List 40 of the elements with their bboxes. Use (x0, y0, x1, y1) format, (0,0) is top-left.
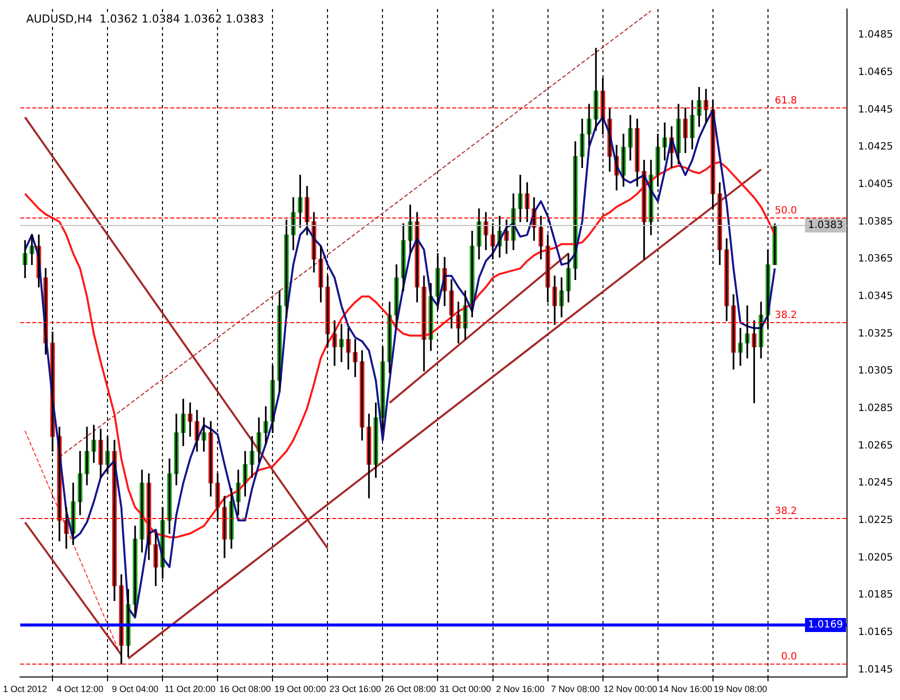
x-tick-label: 16 Oct 08:00 (219, 684, 271, 694)
x-tick-label: 12 Nov 00:00 (604, 684, 658, 694)
y-tick-label: 1.0205 (858, 552, 894, 564)
y-tick-label: 1.0265 (858, 440, 894, 452)
x-tick-label: 23 Oct 16:00 (329, 684, 381, 694)
y-tick-label: 1.0165 (858, 627, 894, 638)
y-tick-label: 1.0285 (858, 403, 894, 414)
x-tick-label: 19 Oct 00:00 (274, 684, 326, 694)
y-tick-label: 1.0305 (858, 366, 894, 377)
y-tick-label: 1.0485 (858, 30, 894, 41)
y-tick-label: 1.0365 (858, 254, 894, 265)
x-tick-label: 31 Oct 00:00 (439, 684, 492, 694)
y-tick-label: 1.0145 (858, 664, 894, 676)
y-tick-label: 1.0345 (858, 291, 894, 302)
x-tick-label: 9 Oct 04:00 (112, 684, 158, 694)
chart-title: AUDUSD,H4 1.0362 1.0384 1.0362 1.0383 (26, 12, 264, 26)
ref-line-label: 1.0169 (808, 620, 844, 631)
y-tick-label: 1.0185 (858, 590, 894, 601)
x-tick-label: 26 Oct 08:00 (384, 684, 436, 694)
y-tick-label: 1.0385 (858, 216, 894, 228)
y-tick-label: 1.0465 (858, 67, 894, 78)
y-tick-label: 1.0325 (858, 328, 894, 340)
x-tick-label: 7 Nov 08:00 (551, 684, 600, 694)
y-tick-label: 1.0445 (858, 104, 894, 116)
x-tick-label: 2 Nov 16:00 (496, 684, 545, 694)
y-tick-label: 1.0225 (858, 515, 894, 526)
x-tick-label: 19 Nov 08:00 (714, 684, 768, 694)
annotation: 61.8 (774, 96, 798, 107)
annotation: 38.2 (774, 310, 798, 322)
ref-line-label: 1.0383 (808, 220, 844, 232)
y-tick-label: 1.0405 (858, 179, 894, 190)
x-tick-label: 4 Oct 12:00 (56, 684, 104, 694)
annotation: 50.0 (774, 206, 798, 217)
annotation: 0.0 (781, 652, 798, 663)
y-tick-label: 1.0425 (858, 142, 894, 153)
x-tick-label: 14 Nov 16:00 (658, 684, 712, 694)
annotation: 38.2 (774, 506, 798, 518)
x-tick-label: 1 Oct 2012 (3, 684, 48, 694)
x-tick-label: 11 Oct 20:00 (164, 684, 216, 694)
y-tick-label: 1.0245 (858, 478, 894, 489)
